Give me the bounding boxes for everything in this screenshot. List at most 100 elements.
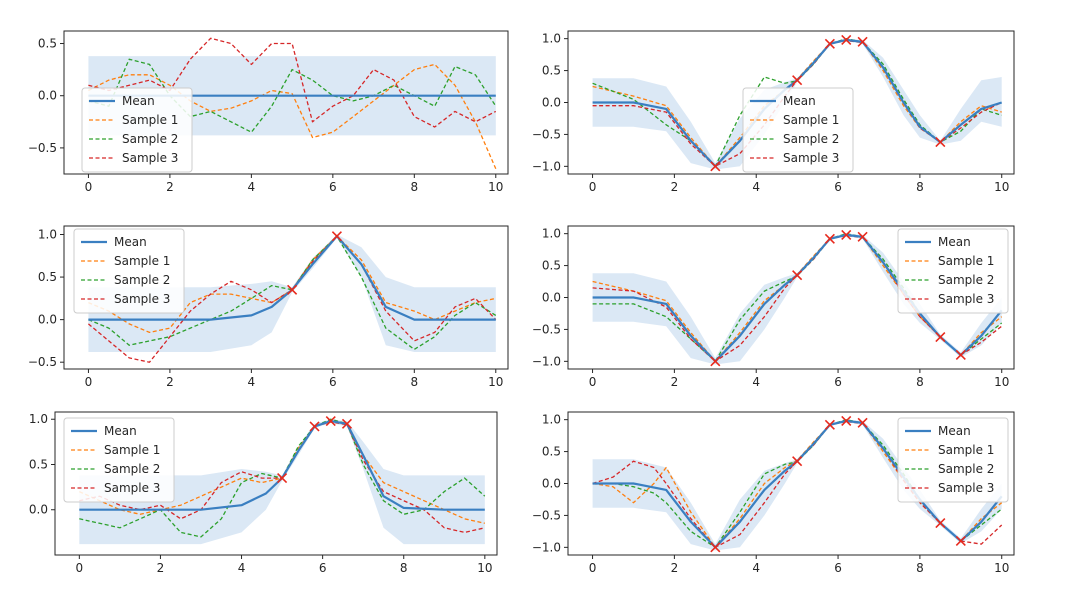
y-tick-label: −1.0 [532,540,561,554]
y-tick-label: −0.5 [28,355,57,369]
series-line-mean [88,235,496,321]
x-tick-label: 4 [248,375,256,389]
x-tick-label: 10 [477,561,492,575]
x-tick-label: 2 [671,561,679,575]
y-tick-label: 0.5 [29,457,48,471]
x-tick-label: 8 [916,375,924,389]
x-tick-label: 2 [157,561,165,575]
legend-label-sample-2: Sample 2 [938,273,994,287]
x-tick-label: 6 [329,375,337,389]
x-tick-label: 10 [994,561,1009,575]
x-tick-label: 10 [994,375,1009,389]
x-tick-label: 2 [671,375,679,389]
y-tick-label: 0.5 [542,259,561,273]
y-tick-label: 0.5 [38,270,57,284]
observation-marker [935,137,946,148]
x-tick-label: 2 [671,180,679,194]
observation-marker [857,36,868,47]
legend-label-sample-3: Sample 3 [122,151,178,165]
confidence-band [79,419,485,545]
y-tick-label: −0.5 [28,141,57,155]
y-tick-label: 1.0 [542,413,561,427]
panel-bottom-left: 0 2 4 6 8 10 0.0 0.5 1.0 Mean Sample 1 Sample 2 Samp… [29,411,498,575]
legend-label-sample-2: Sample 2 [104,462,160,476]
y-tick-label: −0.5 [532,127,561,141]
y-tick-label: 1.0 [29,412,48,426]
x-tick-label: 10 [488,375,503,389]
legend-label-sample-1: Sample 1 [783,113,839,127]
y-tick-label: 1.0 [542,227,561,241]
x-tick-label: 0 [76,561,84,575]
legend: Mean Sample 1 Sample 2 Sample 3 [63,417,175,503]
y-tick-label: 0.0 [542,96,561,110]
legend-label-sample-2: Sample 2 [122,132,178,146]
x-tick-label: 8 [916,180,924,194]
observation-marker [792,270,803,281]
observation-marker [309,421,320,432]
panel-bottom-right: 0 2 4 6 8 10 −1.0 −0.5 0.0 0.5 1.0 Mean Sample 1 Samp… [532,411,1015,575]
x-tick-label: 6 [834,561,842,575]
legend-frame [897,228,1009,314]
observation-marker [857,231,868,242]
legend: Mean Sample 1 Sample 2 Sample 3 [73,228,185,314]
y-tick-label: 0.0 [29,503,48,517]
legend-label-sample-3: Sample 3 [783,151,839,165]
legend-label-sample-1: Sample 1 [122,113,178,127]
x-tick-label: 8 [410,375,418,389]
x-tick-label: 4 [248,180,256,194]
observation-marker [325,415,336,427]
y-tick-label: 0.5 [542,445,561,459]
series-line-sample-3 [88,37,497,128]
observation-marker [841,34,852,46]
legend-label-sample-3: Sample 3 [114,292,170,306]
legend-frame [73,228,185,314]
observation-marker [277,473,288,484]
series-line-sample-3 [87,235,497,363]
observation-marker [824,38,835,49]
x-tick-label: 6 [319,561,327,575]
legend: Mean Sample 1 Sample 2 Sample 3 [897,228,1009,314]
observation-marker [341,418,353,429]
legend-label-mean: Mean [104,424,137,438]
legend-frame [81,87,193,173]
x-tick-label: 0 [85,375,93,389]
legend-label-mean: Mean [938,235,971,249]
x-tick-label: 6 [834,375,842,389]
y-tick-label: 1.0 [542,32,561,46]
series-line-sample-2 [88,58,497,133]
x-tick-label: 4 [752,561,760,575]
legend-label-mean: Mean [122,94,155,108]
y-tick-label: −0.5 [532,508,561,522]
panel-middle-right: 0 2 4 6 8 10 −1.0 −0.5 0.0 0.5 1.0 Mean Sample 1 Samp… [532,225,1015,389]
legend-label-sample-2: Sample 2 [938,462,994,476]
observation-marker [710,161,721,172]
legend: Mean Sample 1 Sample 2 Sample 3 [742,87,854,173]
legend-label-sample-3: Sample 3 [938,292,994,306]
legend-label-sample-2: Sample 2 [114,273,170,287]
axes-frame [63,225,509,370]
y-tick-label: −0.5 [532,322,561,336]
x-tick-label: 0 [589,375,597,389]
x-tick-label: 10 [488,180,503,194]
y-tick-label: 0.5 [38,37,57,51]
observation-marker [824,233,835,244]
observation-marker [792,456,803,467]
x-tick-label: 8 [916,561,924,575]
legend-label-sample-1: Sample 1 [938,254,994,268]
x-tick-label: 8 [410,180,418,194]
series-line-sample-2 [79,418,486,538]
observation-marker [955,535,966,547]
axes-frame [63,30,509,175]
x-tick-label: 0 [589,180,597,194]
x-tick-label: 6 [834,180,842,194]
observation-marker [841,229,852,241]
legend-label-sample-1: Sample 1 [104,443,160,457]
x-tick-label: 0 [589,561,597,575]
series-line-sample-3 [592,39,1002,167]
legend-label-sample-1: Sample 1 [114,254,170,268]
axes-frame [54,411,498,556]
legend-label-mean: Mean [114,235,147,249]
confidence-band [592,38,1002,170]
x-tick-label: 8 [400,561,408,575]
